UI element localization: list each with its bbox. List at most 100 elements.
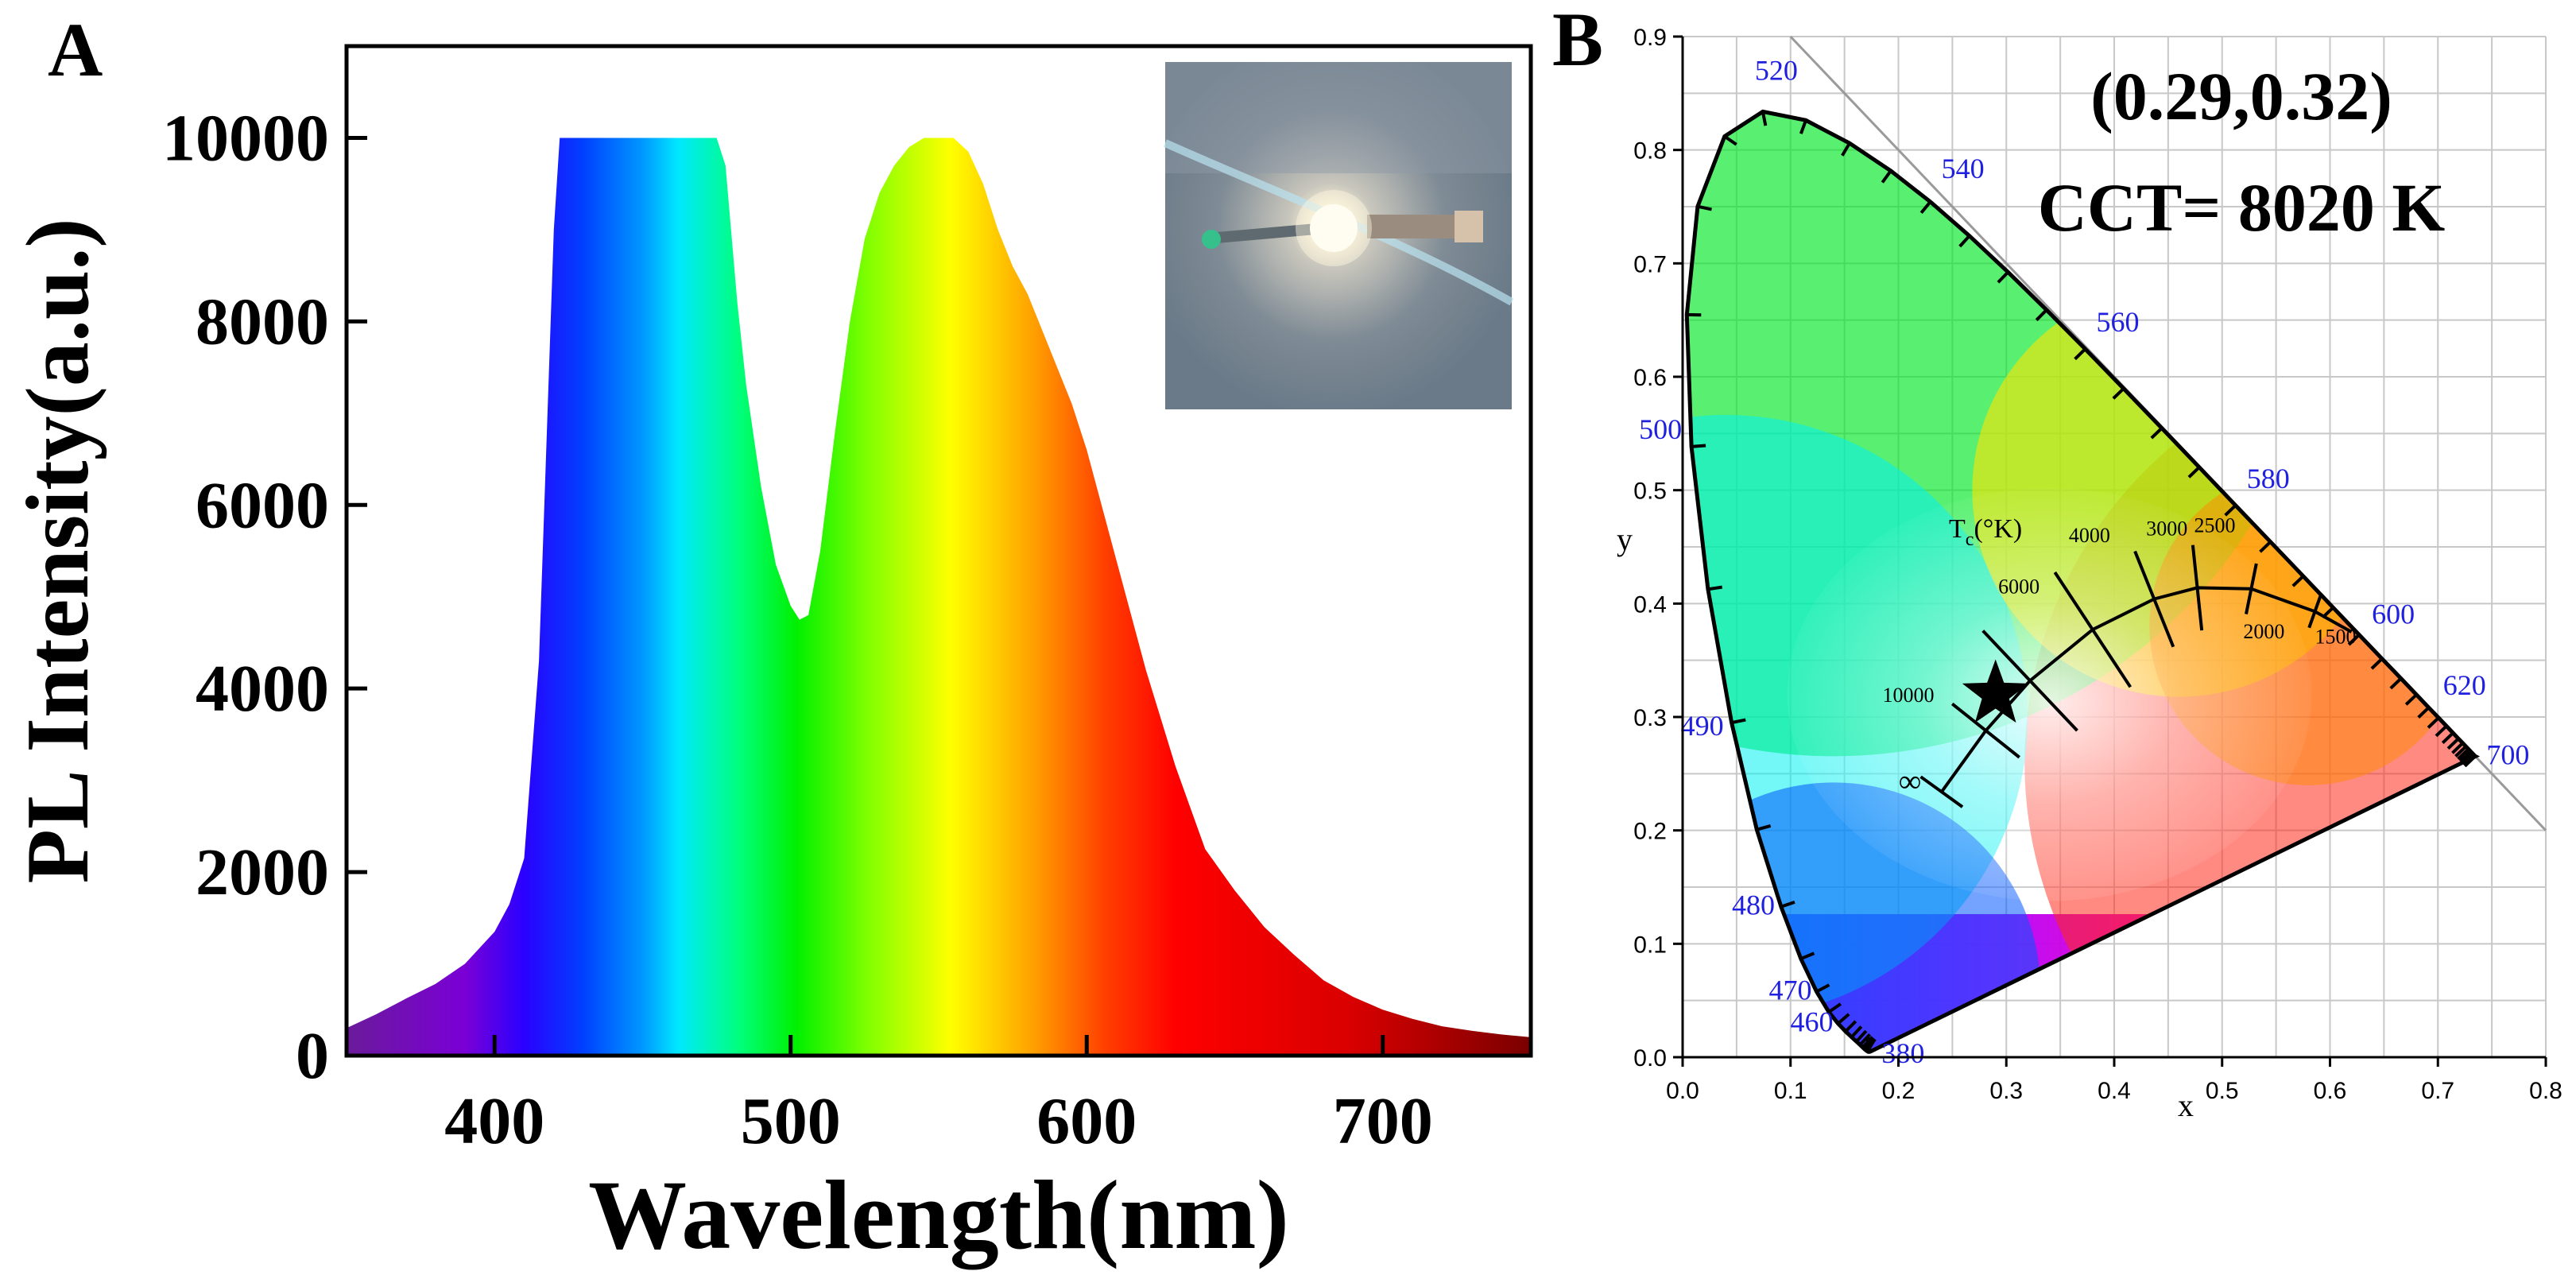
locus-tick [2291,575,2305,587]
locus-tick [2454,745,2467,758]
locus-tick [1837,1013,1850,1025]
y-axis-ticks: 0 2000 4000 6000 8000 10000 [162,101,367,1093]
isotemperature-lines [1919,544,2322,808]
locus-tick [2224,504,2237,517]
planckian-temp-label: 2500 [2194,513,2236,537]
y-tick-label: 2000 [196,835,329,909]
wavelength-label-600: 600 [2372,599,2415,630]
x-tick-label: 0.4 [2098,1078,2131,1104]
locus-tick [1780,900,1795,909]
planckian-temp-label: 3000 [2146,517,2187,541]
wavelength-label-560: 560 [2096,306,2139,338]
x-tick-label: 0.2 [1882,1078,1916,1104]
x-axis-label: x [2178,1087,2194,1123]
locus-tick [2427,716,2440,729]
spectral-locus-ticks [1687,111,2477,1052]
locus-tick [1863,1037,1876,1051]
isotemperature-line [2245,563,2258,614]
wavelength-label-460: 460 [1790,1006,1833,1038]
tc-main: T [1949,514,1966,544]
locus-tick [1841,142,1851,157]
x-tick-label: 0.8 [2529,1078,2562,1104]
photo-led-halo [1296,190,1372,266]
y-tick-label: 0 [296,1019,329,1093]
locus-tick [1815,983,1830,994]
photo-led-lead-left [1207,223,1327,244]
locus-tick [1881,169,1892,184]
y-tick-label: 0.8 [1633,138,1667,165]
locus-tick [2404,693,2418,706]
panel-b-label: B [1552,0,1603,82]
y-tick-label: 0.0 [1633,1045,1667,1072]
y-tick-label: 0.7 [1633,251,1667,277]
wavelength-label-380: 380 [1881,1037,1924,1069]
planckian-temp-label: 1500 [2315,625,2356,648]
locus-tick [2417,706,2431,719]
x-tick-label: 500 [741,1084,841,1158]
locus-tick [2370,657,2384,670]
isotemperature-line [2191,544,2204,631]
white-region-fill [1787,487,2312,901]
locus-tick [1844,1020,1857,1033]
planckian-temp-label: 10000 [1882,684,1934,707]
locus-tick [2435,724,2448,738]
locus-tick [1919,200,1932,215]
wavelength-label-580: 580 [2247,463,2290,494]
locus-tick [2187,466,2201,479]
wavelength-label-480: 480 [1732,889,1775,921]
locus-tick [2389,677,2403,690]
locus-tick [1997,270,2009,284]
x-tick-label: 700 [1333,1084,1433,1158]
x-tick-label: 0.5 [2206,1078,2239,1104]
tc-unit: (°K) [1974,514,2022,544]
wavelength-label-540: 540 [1942,153,1985,184]
isotemperature-line [2133,550,2175,648]
planckian-temp-label: ∞ [1899,763,1922,799]
y-tick-label: 8000 [196,285,329,358]
isotemperature-line [2307,595,2322,629]
spectrum-area [347,138,1531,1056]
y-tick-label: 0.2 [1633,819,1667,845]
x-tick-label: 0.6 [2314,1078,2347,1104]
wavelength-label-620: 620 [2443,669,2486,701]
photo-led-tip [1202,230,1221,249]
locus-tick [1761,111,1768,126]
x-tick-label: 600 [1036,1084,1137,1158]
photo-top-haze [1165,62,1512,173]
locus-tick [2457,747,2470,761]
isotemperature-line [1919,775,1964,808]
locus-tick [1707,585,1723,591]
locus-tick [1855,1029,1868,1043]
locus-tick [1691,444,1706,448]
chromaticity-coordinate-label: (0.29,0.32) [2090,58,2392,134]
locus-tick [1731,718,1746,725]
x-tick-label: 400 [444,1084,544,1158]
y-tick-label: 0.1 [1633,932,1667,958]
x-tick-label: 0.1 [1774,1078,1807,1104]
locus-tick [2112,387,2125,400]
locus-tick [1756,824,1772,831]
wavelength-label-470: 470 [1768,975,1811,1006]
locus-tick [1697,204,1712,211]
locus-tick [1861,1036,1874,1049]
wavelength-label-490: 490 [1681,710,1724,742]
x-tick-label: 0.0 [1666,1078,1699,1104]
locus-tick [2074,347,2086,361]
inset-photo [1163,62,1514,409]
locus-tick [2441,731,2454,744]
locus-tick [2347,634,2361,646]
planckian-temp-label: 6000 [1998,575,2039,598]
planckian-temperature-labels: ∞ 10000 6000 4000 3000 2500 2000 1500 [1882,513,2356,799]
y-axis-label: y [1617,521,1633,557]
chromaticity-star-marker [1962,659,2029,723]
panel-a: A 400 500 600 700 0 2000 4000 6000 8000 10000 Wa… [9,7,1533,1270]
locus-tick [1800,951,1815,961]
planckian-temp-label: 4000 [2069,524,2110,547]
panel-a-label: A [48,7,103,92]
tc-label: Tc(°K) [1949,514,2022,550]
y-tick-label: 0.6 [1633,365,1667,391]
y-tick-label: 4000 [196,652,329,726]
y-axis-label: PL Intensity(a.u.) [9,219,107,884]
